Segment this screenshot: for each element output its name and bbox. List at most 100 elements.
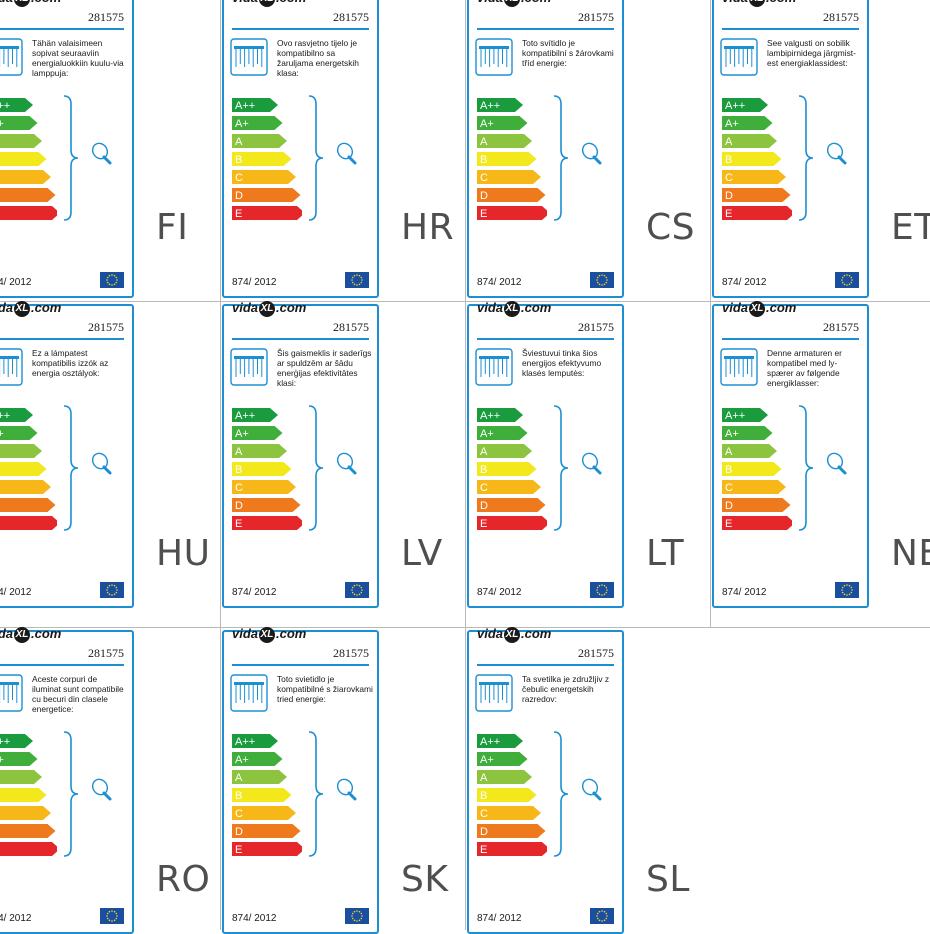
energy-class-label: B — [725, 154, 732, 166]
ceiling-lamp-icon — [230, 348, 268, 386]
energy-label: vida XL .com 281575 Šviestuvui tinka šios en… — [467, 300, 624, 608]
energy-class-label: E — [725, 518, 732, 530]
energy-class-label: D — [235, 826, 243, 838]
energy-class-label: D — [235, 190, 243, 202]
country-code: LT — [646, 533, 685, 574]
energy-class-label: A++ — [480, 100, 500, 112]
energy-class-label: C — [480, 808, 488, 820]
energy-class-arrow: D — [477, 498, 546, 512]
energy-class-label: A++ — [235, 736, 255, 748]
compatibility-text: Toto svítidlo je kompatibilní s žárovkam… — [522, 38, 614, 68]
energy-class-label: A — [235, 446, 243, 458]
product-code: 281575 — [88, 320, 124, 334]
energy-class-arrow: C — [477, 480, 541, 494]
eu-flag-icon — [345, 272, 369, 288]
energy-class-label: A+ — [0, 118, 4, 130]
energy-class-arrow: A+ — [0, 752, 38, 766]
regulation-number: 874/ 2012 — [232, 913, 277, 924]
brand-prefix: vida — [232, 300, 259, 315]
brand-suffix: .com — [521, 300, 552, 315]
class-range-brace — [63, 731, 79, 857]
energy-class-arrow: A+ — [232, 752, 283, 766]
compatibility-text: Denne armaturen er kompatibel med ly-spæ… — [767, 348, 842, 388]
energy-class-arrow: E — [232, 842, 302, 856]
header-rule — [232, 28, 369, 30]
energy-class-arrow: C — [0, 170, 51, 184]
light-bulb-icon — [826, 142, 847, 165]
energy-class-label: A++ — [480, 410, 500, 422]
compatibility-text: Šviestuvui tinka šios energijos efektyvu… — [522, 348, 602, 378]
brand-prefix: vida — [0, 0, 13, 5]
header-rule — [477, 338, 614, 340]
regulation-number: 874/ 2012 — [477, 913, 522, 924]
light-bulb-icon — [91, 142, 112, 165]
brand-mark: XL — [259, 0, 276, 7]
energy-class-arrow: A — [477, 770, 532, 784]
ceiling-lamp-icon — [230, 38, 268, 76]
country-code: CS — [646, 207, 695, 248]
energy-class-arrow: A — [477, 444, 532, 458]
brand-mark: XL — [14, 300, 31, 317]
energy-class-label: C — [725, 172, 733, 184]
eu-flag-icon — [100, 582, 124, 598]
energy-class-label: D — [480, 500, 488, 512]
regulation-number: 874/ 2012 — [0, 587, 32, 598]
energy-label: vida XL .com 281575 Toto svietidlo je kompat… — [222, 626, 379, 934]
header-rule — [0, 338, 124, 340]
compatibility-text: See valgusti on sobilik lambipirnidega j… — [767, 38, 856, 68]
country-code: NE — [891, 533, 930, 574]
ceiling-lamp-icon — [475, 348, 513, 386]
country-code: HR — [401, 207, 455, 248]
energy-label: vida XL .com 281575 Ta svetilka je združljiv… — [467, 626, 624, 934]
product-code: 281575 — [578, 320, 614, 334]
brand-mark: XL — [504, 300, 521, 317]
energy-class-label: E — [235, 208, 242, 220]
regulation-number: 874/ 2012 — [477, 277, 522, 288]
energy-class-label: C — [480, 482, 488, 494]
energy-class-label: A++ — [725, 100, 745, 112]
brand-mark: XL — [749, 0, 766, 7]
energy-class-arrow: A++ — [477, 98, 523, 112]
energy-class-label: C — [480, 172, 488, 184]
compatibility-text: Aceste corpuri de iluminat sunt compatib… — [32, 674, 124, 714]
energy-class-arrow: A — [0, 134, 42, 148]
grid-column-divider — [465, 0, 466, 930]
energy-class-label: C — [725, 482, 733, 494]
brand-suffix: .com — [31, 0, 61, 5]
ceiling-lamp-icon — [0, 674, 23, 712]
energy-class-label: A+ — [725, 118, 739, 130]
energy-class-label: D — [725, 190, 733, 202]
energy-class-arrow: A+ — [232, 116, 283, 130]
energy-class-arrow: E — [232, 206, 302, 220]
energy-class-label: C — [235, 172, 243, 184]
light-bulb-icon — [91, 452, 112, 475]
header-rule — [232, 664, 369, 666]
class-range-brace — [553, 731, 569, 857]
energy-class-arrow: B — [232, 462, 292, 476]
energy-class-arrow: D — [0, 824, 56, 838]
energy-class-arrow: B — [477, 788, 537, 802]
eu-flag-icon — [590, 582, 614, 598]
energy-class-arrow: A — [722, 444, 777, 458]
light-bulb-icon — [826, 452, 847, 475]
product-code: 281575 — [578, 646, 614, 660]
ceiling-lamp-icon — [0, 348, 23, 386]
energy-class-arrow: A — [232, 770, 287, 784]
eu-flag-icon — [100, 908, 124, 924]
regulation-number: 874/ 2012 — [232, 587, 277, 598]
compatibility-text: Tähän valaisimeen sopivat seuraaviin ene… — [32, 38, 124, 78]
energy-class-arrow: B — [0, 462, 47, 476]
energy-class-label: A+ — [725, 428, 739, 440]
energy-class-arrow: A++ — [232, 734, 278, 748]
energy-class-arrow: E — [232, 516, 302, 530]
country-code: RO — [156, 859, 211, 900]
